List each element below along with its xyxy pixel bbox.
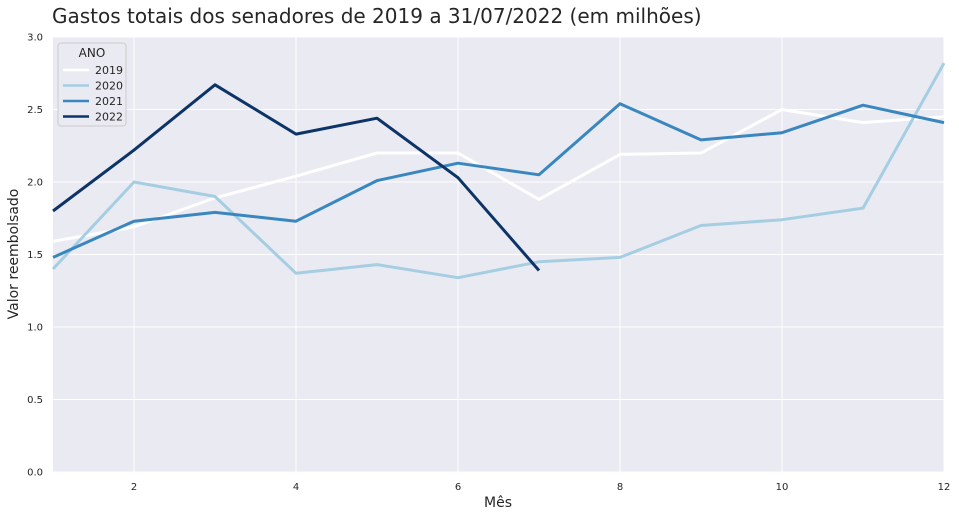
x-tick-label: 12: [938, 482, 951, 493]
series-line-2022: [52, 83, 541, 272]
series-line-2020: [51, 62, 946, 280]
legend-box: [57, 42, 127, 127]
grid-lines: [53, 36, 945, 473]
chart-title: Gastos totais dos senadores de 2019 a 31…: [52, 4, 702, 28]
x-tick-label: 4: [293, 482, 299, 493]
y-tick-label: 1.5: [27, 250, 43, 261]
y-tick-label: 3.0: [27, 33, 43, 44]
legend-label-2019: 2019: [95, 64, 123, 77]
legend-title: ANO: [79, 46, 106, 60]
y-tick-label: 1.0: [27, 323, 43, 334]
series-lines: [51, 62, 946, 280]
series-line-2019: [52, 108, 945, 243]
x-tick-label: 8: [617, 482, 623, 493]
legend-label-2022: 2022: [95, 111, 123, 124]
x-tick-label: 6: [455, 482, 461, 493]
tick-labels: 0.0 0.5 1.0 1.5 2.0 2.5 3.0 2 4 6 8 10 12: [27, 33, 950, 494]
legend-label-2021: 2021: [95, 95, 123, 108]
y-tick-label: 2.0: [27, 178, 43, 189]
x-tick-label: 2: [131, 482, 137, 493]
x-tick-label: 10: [776, 482, 789, 493]
x-axis-label: Mês: [484, 495, 512, 511]
series-line-2021: [52, 102, 945, 259]
legend-label-2020: 2020: [95, 80, 123, 93]
y-tick-label: 0.5: [27, 395, 43, 406]
legend: ANO 2019 2020 2021 2022: [57, 42, 127, 127]
y-tick-label: 0.0: [27, 468, 43, 479]
y-axis-label: Valor reembolsado: [6, 189, 22, 320]
y-tick-label: 2.5: [27, 105, 43, 116]
